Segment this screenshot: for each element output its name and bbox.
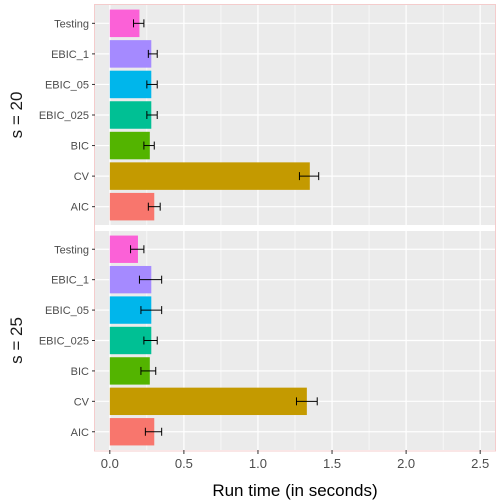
x-tick-label: 0.5: [175, 456, 193, 471]
error-bar: [140, 366, 157, 375]
panel-1: AIC CV BIC EBIC_025 EBIC_05 EBIC_1 Testing s = …: [7, 5, 495, 225]
bar-cv: [109, 162, 310, 190]
outer-frame: [94, 4, 496, 452]
error-bar: [143, 336, 158, 345]
x-tick-label: 1.5: [323, 456, 341, 471]
error-bar: [140, 306, 163, 315]
bar-ebic-1: [109, 40, 152, 68]
panel-strip-label: s = 20: [7, 92, 26, 139]
error-bar: [133, 19, 145, 28]
panel-2: AIC CV BIC EBIC_025 EBIC_05 EBIC_1 Testing s = …: [7, 231, 495, 450]
y-tick-label: CV: [74, 171, 90, 183]
y-tick-label: EBIC_1: [51, 275, 89, 287]
error-bar: [146, 111, 158, 119]
bar-cv: [109, 387, 307, 416]
y-tick-label: EBIC_025: [39, 110, 89, 122]
x-tick-label: 1.0: [249, 456, 267, 471]
bar-bic: [109, 131, 150, 160]
bar-ebic-05: [109, 70, 152, 99]
x-tick-label: 2.0: [397, 456, 415, 471]
bar-ebic-025: [109, 101, 152, 129]
y-tick-label: EBIC_1: [51, 49, 89, 61]
error-bar: [143, 141, 155, 150]
y-tick-label: CV: [74, 396, 90, 408]
error-bar: [130, 245, 145, 254]
error-bar: [138, 275, 163, 284]
y-tick-label: AIC: [71, 427, 89, 439]
y-tick-label: Testing: [54, 18, 89, 30]
panel-strip-label: s = 25: [7, 317, 26, 364]
error-bar: [146, 80, 158, 89]
y-tick-label: BIC: [71, 141, 89, 153]
error-bar: [147, 202, 161, 211]
y-tick-label: Testing: [54, 244, 89, 256]
y-tick-label: AIC: [71, 202, 89, 214]
bar-aic: [109, 192, 155, 221]
y-tick-label: BIC: [71, 366, 89, 378]
error-bar: [295, 397, 318, 406]
error-bar: [298, 172, 320, 181]
error-bar: [147, 49, 158, 58]
x-axis-title: Run time (in seconds): [212, 481, 377, 500]
x-tick-label: 2.5: [471, 456, 489, 471]
error-bar: [144, 427, 163, 436]
x-tick-label: 0.0: [101, 456, 119, 471]
y-tick-label: EBIC_025: [39, 336, 89, 348]
y-tick-label: EBIC_05: [45, 79, 89, 91]
y-tick-label: EBIC_05: [45, 305, 89, 317]
